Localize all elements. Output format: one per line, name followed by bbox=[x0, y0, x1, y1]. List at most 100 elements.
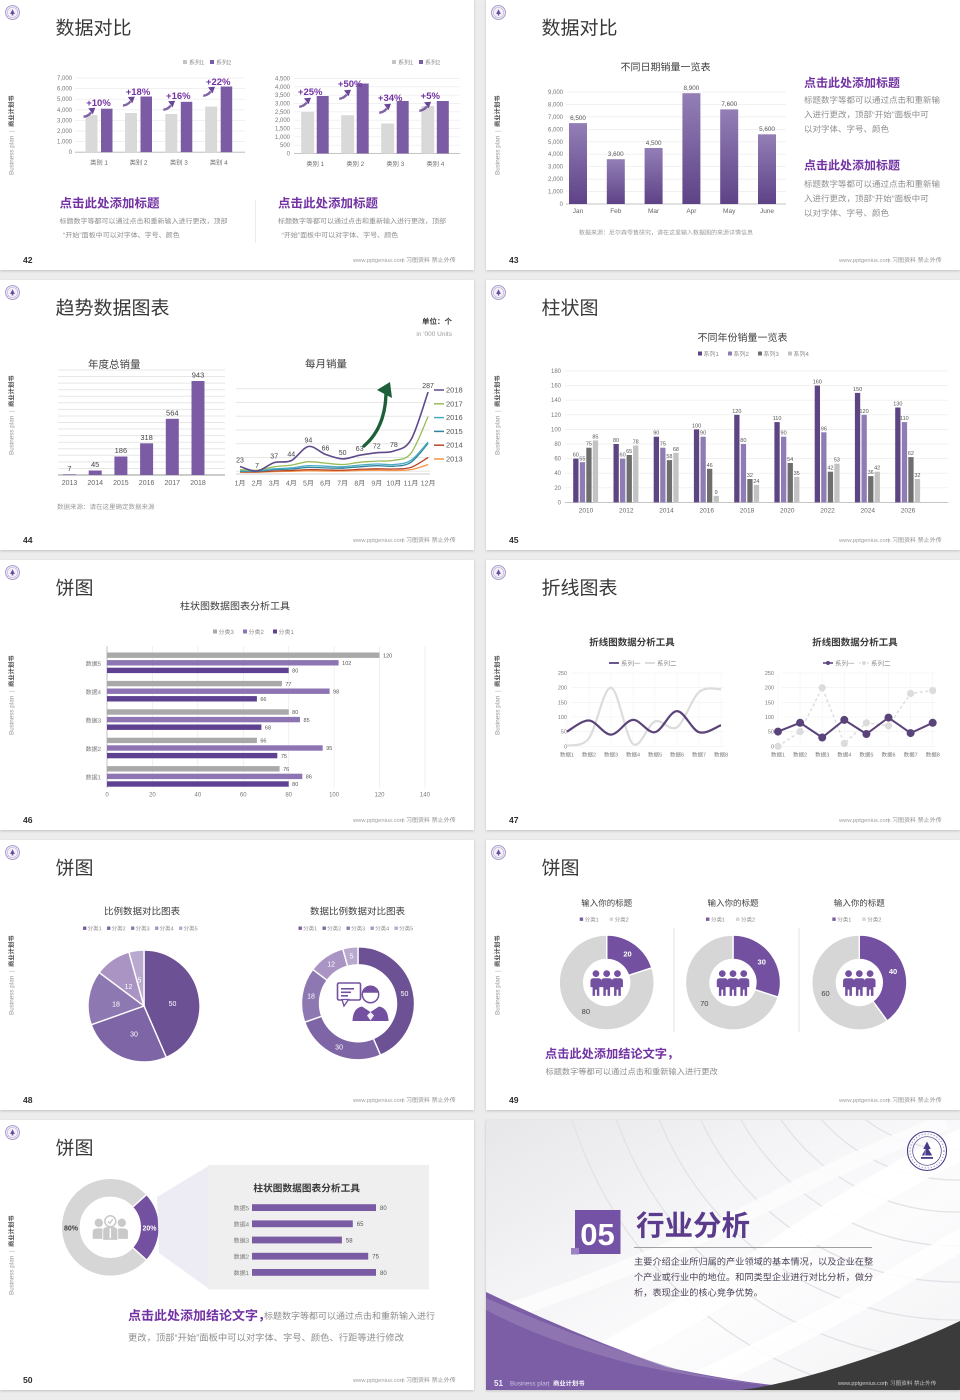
svg-text:23: 23 bbox=[236, 458, 244, 465]
svg-text:2016: 2016 bbox=[700, 507, 715, 514]
svg-text:90: 90 bbox=[653, 431, 659, 437]
svg-text:|: | bbox=[9, 130, 16, 132]
svg-text:66: 66 bbox=[260, 739, 266, 745]
svg-text:80: 80 bbox=[292, 669, 298, 675]
svg-text:68: 68 bbox=[265, 725, 271, 731]
svg-text:90: 90 bbox=[781, 431, 787, 437]
svg-text:2026: 2026 bbox=[901, 507, 916, 514]
svg-text:5,000: 5,000 bbox=[548, 140, 564, 146]
svg-text:2,000: 2,000 bbox=[275, 118, 291, 124]
svg-text:564: 564 bbox=[166, 408, 179, 417]
svg-text:www.pptgenius.com: www.pptgenius.com bbox=[838, 538, 891, 544]
svg-text:150: 150 bbox=[765, 700, 774, 706]
svg-text:|: | bbox=[888, 538, 890, 544]
svg-text:0: 0 bbox=[560, 202, 564, 208]
svg-text:Apr: Apr bbox=[686, 208, 697, 215]
svg-text:www.pptgenius.com: www.pptgenius.com bbox=[352, 818, 405, 824]
svg-text:www.pptgenius.com: www.pptgenius.com bbox=[838, 258, 891, 264]
svg-text:2012: 2012 bbox=[619, 507, 634, 514]
svg-text:60: 60 bbox=[620, 453, 626, 459]
svg-text:42: 42 bbox=[23, 255, 33, 265]
svg-text:50: 50 bbox=[169, 1001, 177, 1008]
svg-text:2024: 2024 bbox=[861, 507, 876, 514]
svg-text:7,000: 7,000 bbox=[57, 76, 73, 82]
svg-text:102: 102 bbox=[342, 661, 351, 667]
svg-text:7: 7 bbox=[67, 464, 71, 473]
svg-text:7,600: 7,600 bbox=[721, 101, 737, 108]
svg-text:|: | bbox=[495, 690, 502, 692]
svg-text:63: 63 bbox=[356, 446, 364, 453]
svg-text:2,000: 2,000 bbox=[548, 177, 564, 183]
svg-text:2020: 2020 bbox=[780, 507, 795, 514]
svg-text:85: 85 bbox=[304, 718, 310, 724]
svg-text:47: 47 bbox=[509, 815, 519, 825]
svg-text:18: 18 bbox=[112, 1002, 120, 1009]
svg-text:4,000: 4,000 bbox=[57, 108, 73, 114]
svg-text:150: 150 bbox=[558, 700, 567, 706]
svg-text:75: 75 bbox=[372, 1255, 379, 1261]
svg-text:110: 110 bbox=[773, 416, 782, 422]
svg-text:46: 46 bbox=[23, 815, 33, 825]
svg-text:36: 36 bbox=[868, 470, 874, 476]
svg-text:130: 130 bbox=[893, 402, 902, 408]
svg-text:www.pptgenius.com: www.pptgenius.com bbox=[352, 538, 405, 544]
svg-text:2017: 2017 bbox=[165, 480, 181, 487]
svg-text:80: 80 bbox=[740, 438, 746, 444]
svg-text:58: 58 bbox=[346, 1238, 353, 1244]
svg-text:110: 110 bbox=[900, 416, 909, 422]
svg-text:120: 120 bbox=[551, 413, 562, 419]
svg-text:|: | bbox=[495, 970, 502, 972]
svg-text:30: 30 bbox=[335, 1044, 343, 1051]
svg-text:12: 12 bbox=[125, 984, 133, 991]
svg-text:100: 100 bbox=[558, 715, 567, 721]
svg-text:Feb: Feb bbox=[610, 208, 622, 215]
svg-text:4,500: 4,500 bbox=[646, 140, 662, 147]
svg-text:50: 50 bbox=[561, 730, 567, 736]
svg-text:5,000: 5,000 bbox=[57, 97, 73, 103]
svg-text:3,000: 3,000 bbox=[57, 118, 73, 124]
svg-text:2013: 2013 bbox=[62, 480, 78, 487]
svg-text:0: 0 bbox=[558, 500, 562, 506]
svg-text:3,500: 3,500 bbox=[275, 93, 291, 99]
svg-text:98: 98 bbox=[333, 689, 339, 695]
svg-text:60: 60 bbox=[554, 457, 561, 463]
svg-text:24: 24 bbox=[753, 479, 759, 485]
svg-text:2,500: 2,500 bbox=[275, 110, 291, 116]
svg-text:80: 80 bbox=[292, 782, 298, 788]
svg-text:76: 76 bbox=[283, 767, 289, 773]
svg-text:Business plan: Business plan bbox=[9, 975, 16, 1015]
svg-text:50: 50 bbox=[23, 1375, 33, 1385]
svg-text:6,000: 6,000 bbox=[548, 127, 564, 133]
svg-text:45: 45 bbox=[509, 535, 519, 545]
svg-text:6,000: 6,000 bbox=[57, 87, 73, 93]
svg-text:18: 18 bbox=[307, 994, 315, 1001]
svg-text:Business plan: Business plan bbox=[495, 695, 502, 735]
svg-text:|: | bbox=[9, 1250, 16, 1252]
svg-text:42: 42 bbox=[874, 466, 880, 472]
svg-text:2013: 2013 bbox=[446, 455, 463, 464]
svg-text:8,900: 8,900 bbox=[684, 85, 700, 92]
svg-text:www.pptgenius.com: www.pptgenius.com bbox=[352, 1098, 405, 1104]
svg-text:05: 05 bbox=[580, 1217, 614, 1252]
svg-text:50: 50 bbox=[768, 730, 774, 736]
svg-text:2014: 2014 bbox=[659, 507, 674, 514]
svg-text:66: 66 bbox=[260, 697, 266, 703]
svg-text:50: 50 bbox=[339, 450, 347, 457]
svg-text:4,500: 4,500 bbox=[275, 77, 291, 83]
svg-text:20: 20 bbox=[554, 486, 561, 492]
svg-text:0: 0 bbox=[69, 150, 73, 156]
svg-text:180: 180 bbox=[551, 369, 562, 375]
svg-text:4,000: 4,000 bbox=[548, 152, 564, 158]
svg-text:120: 120 bbox=[860, 409, 869, 415]
svg-text:80: 80 bbox=[380, 1271, 387, 1277]
svg-text:12: 12 bbox=[327, 962, 335, 969]
svg-text:|: | bbox=[495, 130, 502, 132]
svg-text:|: | bbox=[402, 538, 404, 544]
svg-text:|: | bbox=[548, 1381, 550, 1388]
svg-text:65: 65 bbox=[357, 1222, 364, 1228]
svg-text:Business plan: Business plan bbox=[495, 135, 502, 175]
svg-text:Mar: Mar bbox=[648, 208, 660, 215]
svg-text:58: 58 bbox=[666, 454, 672, 460]
svg-text:Business plan: Business plan bbox=[495, 975, 502, 1015]
svg-text:6,500: 6,500 bbox=[570, 115, 586, 122]
